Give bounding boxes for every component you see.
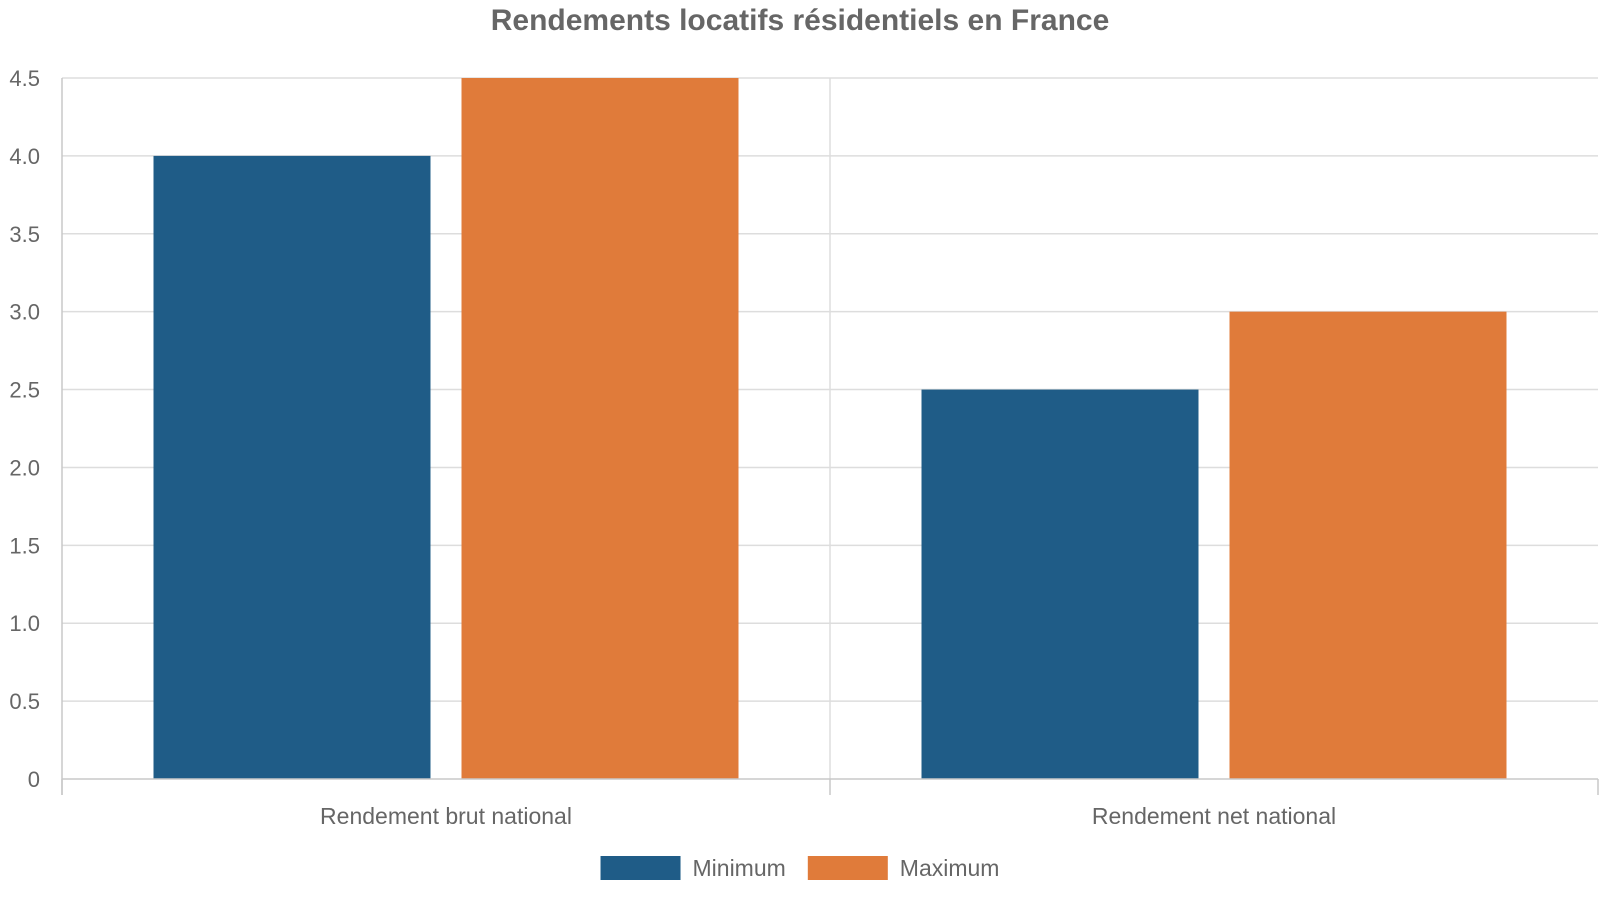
legend-label-maximum: Maximum: [900, 855, 1000, 881]
bars: [153, 78, 1507, 779]
y-tick-label: 4.5: [9, 66, 40, 91]
legend-label-minimum: Minimum: [693, 855, 786, 881]
legend-swatch-minimum: [600, 856, 681, 880]
chart-title: Rendements locatifs résidentiels en Fran…: [491, 4, 1110, 37]
bar-maximum-2: [1229, 311, 1507, 779]
axes: 0 0.5 1.0 1.5 2.0 2.5 3.0 3.5 4.0 4.5 Rendement br…: [9, 66, 1599, 829]
y-tick-label: 3.5: [9, 222, 40, 247]
y-tick-label: 2.5: [9, 378, 40, 403]
legend: Minimum Maximum: [600, 855, 1000, 881]
y-tick-label: 3.0: [9, 300, 40, 325]
y-tick-label: 4.0: [9, 144, 40, 169]
y-tick-label: 0: [28, 767, 40, 792]
y-tick-label: 1.0: [9, 611, 40, 636]
bar-minimum-1: [153, 155, 431, 779]
bar-maximum-1: [461, 78, 739, 779]
legend-swatch-maximum: [807, 856, 888, 880]
x-category-label: Rendement brut national: [320, 803, 572, 829]
y-tick-label: 2.0: [9, 455, 40, 480]
y-tick-label: 0.5: [9, 689, 40, 714]
x-category-label: Rendement net national: [1092, 803, 1336, 829]
y-tick-label: 1.5: [9, 533, 40, 558]
bar-minimum-2: [921, 389, 1199, 779]
